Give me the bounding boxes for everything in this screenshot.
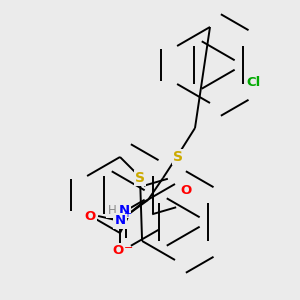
Text: S: S xyxy=(135,171,145,185)
Text: N: N xyxy=(118,203,130,217)
Text: N: N xyxy=(115,214,126,227)
Text: S: S xyxy=(173,150,183,164)
Text: +: + xyxy=(123,209,131,219)
Text: −: − xyxy=(123,243,133,253)
Text: H: H xyxy=(108,203,116,217)
Text: Cl: Cl xyxy=(246,76,260,88)
Text: O: O xyxy=(85,209,96,223)
Text: O: O xyxy=(180,184,191,197)
Text: O: O xyxy=(112,244,124,257)
